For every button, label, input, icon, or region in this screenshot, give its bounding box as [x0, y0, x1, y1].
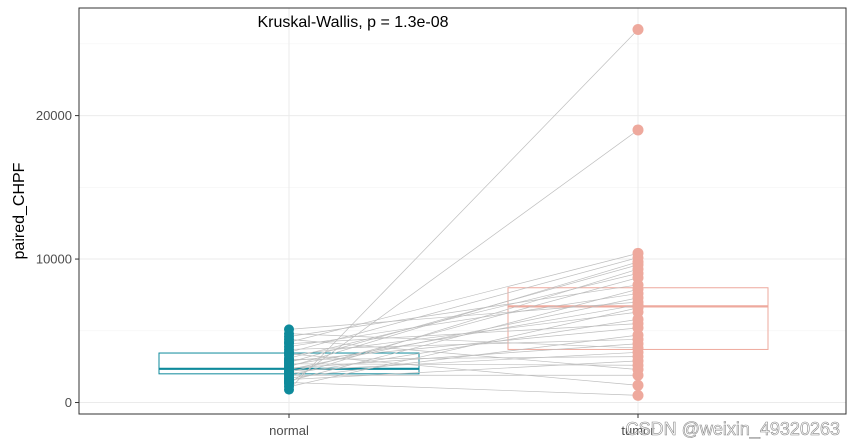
pair-line	[288, 293, 639, 347]
pair-line	[288, 363, 639, 366]
point-tumor	[632, 24, 644, 36]
pair-line	[288, 323, 639, 345]
kruskal-wallis-annotation: Kruskal-Wallis, p = 1.3e-08	[257, 14, 448, 31]
point-tumor	[632, 389, 644, 401]
point-tumor	[632, 124, 644, 136]
pair-line	[288, 351, 639, 372]
y-axis-title: paired_CHPF	[11, 162, 28, 259]
pair-line	[288, 353, 639, 386]
pair-line	[288, 129, 639, 385]
y-axis: 0 10000 20000	[36, 108, 79, 410]
csdn-watermark: CSDN @weixin_49320263	[626, 419, 840, 440]
pair-line	[288, 261, 639, 367]
pair-line	[288, 252, 639, 343]
pair-line	[288, 318, 639, 375]
panel-border	[78, 7, 847, 415]
y-tick-label: 10000	[36, 252, 72, 267]
pair-line	[288, 307, 639, 388]
pair-line	[288, 339, 639, 350]
y-tick-label: 0	[65, 395, 72, 410]
point-normal	[284, 370, 294, 381]
point-normal	[284, 377, 294, 388]
pair-line	[288, 334, 639, 379]
y-tick-label: 20000	[36, 108, 72, 123]
point-normal	[284, 358, 294, 369]
x-tick-label-tumor: tumor	[621, 423, 655, 438]
pair-line	[288, 29, 639, 390]
pair-line	[288, 284, 639, 337]
pair-line	[288, 360, 639, 380]
pair-line	[288, 382, 639, 396]
pair-line	[288, 339, 639, 370]
x-tick-label-normal: normal	[269, 423, 309, 438]
pair-line	[288, 264, 639, 363]
x-axis: normal tumor	[269, 414, 655, 438]
pair-line	[288, 257, 639, 353]
point-tumor	[632, 369, 644, 381]
point-tumor	[632, 379, 644, 391]
point-normal	[284, 348, 294, 359]
pair-line	[288, 333, 639, 349]
point-normal	[284, 334, 294, 345]
pair-lines	[288, 29, 639, 396]
pair-line	[288, 301, 639, 330]
data-points	[284, 24, 644, 401]
grid-lines	[79, 8, 846, 414]
